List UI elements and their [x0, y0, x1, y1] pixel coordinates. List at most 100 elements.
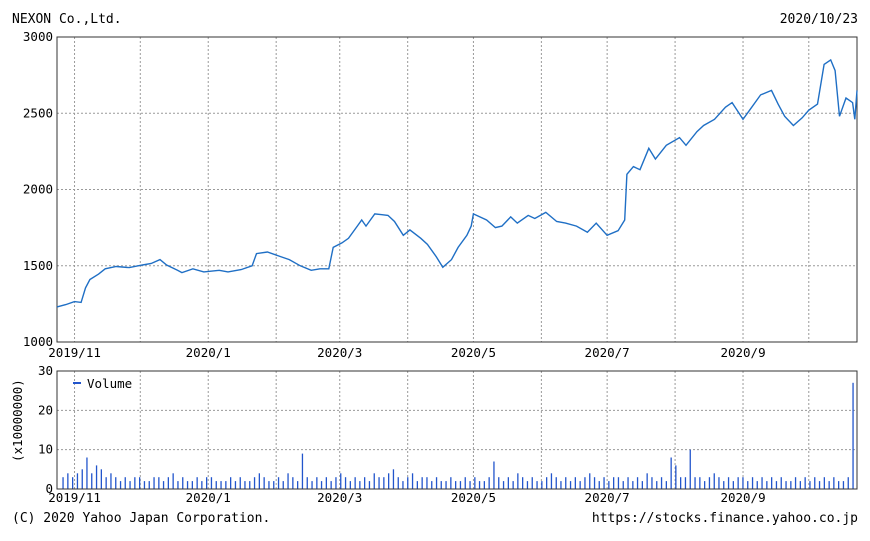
- volume-bar: [670, 457, 672, 489]
- volume-bar: [359, 481, 361, 489]
- volume-bar: [287, 473, 289, 489]
- volume-bar: [483, 481, 485, 489]
- volume-bar: [402, 481, 404, 489]
- volume-bar: [129, 481, 131, 489]
- price-y-tick-label: 2500: [23, 105, 53, 120]
- volume-bar: [282, 481, 284, 489]
- volume-bar: [268, 481, 270, 489]
- volume-bar: [842, 481, 845, 489]
- volume-bar: [632, 481, 634, 489]
- volume-bar: [86, 457, 88, 489]
- volume-bar: [713, 473, 715, 489]
- volume-bar: [320, 481, 323, 489]
- volume-x-ticks: 2019/11 2020/1 2020/3 2020/5 2020/7 2020/9: [48, 490, 765, 505]
- volume-bar: [818, 481, 821, 489]
- volume-bar: [435, 477, 438, 489]
- volume-bar: [680, 477, 682, 489]
- volume-bar: [215, 481, 217, 489]
- volume-bar: [416, 481, 418, 489]
- volume-bar: [230, 477, 232, 489]
- price-x-tick-label: 2020/7: [585, 345, 630, 360]
- volume-bar: [249, 481, 251, 489]
- volume-bar: [593, 477, 596, 489]
- volume-bar: [737, 477, 739, 489]
- volume-bar: [81, 469, 83, 489]
- volume-bar: [823, 477, 825, 489]
- volume-bar: [756, 481, 758, 489]
- volume-bar: [100, 469, 102, 489]
- price-plot-frame: [56, 36, 858, 343]
- volume-bar: [785, 481, 787, 489]
- volume-bar: [445, 481, 447, 489]
- volume-bar: [354, 477, 356, 489]
- company-name: NEXON Co.,Ltd.: [12, 12, 122, 27]
- volume-bar: [325, 477, 327, 489]
- volume-bar: [368, 481, 371, 489]
- volume-bar: [239, 477, 241, 489]
- volume-bar: [828, 481, 830, 489]
- volume-bar: [105, 477, 107, 489]
- volume-bar: [225, 481, 227, 489]
- volume-bar: [335, 477, 337, 489]
- volume-bar: [158, 477, 160, 489]
- volume-bar: [665, 481, 667, 489]
- volume-bar: [536, 481, 538, 489]
- volume-bar: [297, 481, 299, 489]
- volume-bar: [852, 382, 854, 489]
- price-x-tick-label: 2020/1: [186, 345, 231, 360]
- price-x-tick-label: 2020/3: [317, 345, 362, 360]
- volume-x-tick-label: 2020/5: [451, 490, 496, 505]
- volume-bar: [718, 477, 720, 489]
- volume-bar: [598, 481, 600, 489]
- volume-bar: [220, 481, 222, 489]
- volume-bar: [641, 481, 643, 489]
- volume-bar: [589, 473, 591, 489]
- price-y-tick-label: 1000: [23, 334, 53, 349]
- volume-bar: [67, 473, 69, 489]
- volume-bar: [364, 477, 366, 489]
- chart-date: 2020/10/23: [779, 12, 858, 27]
- volume-bar: [388, 473, 390, 489]
- volume-bar: [72, 477, 74, 489]
- volume-bar: [794, 477, 797, 489]
- volume-bar: [636, 477, 639, 489]
- volume-x-tick-label: 2020/3: [317, 490, 362, 505]
- volume-bar: [234, 481, 237, 489]
- volume-legend: Volume: [73, 376, 132, 391]
- volume-bar: [124, 477, 126, 489]
- volume-bar: [431, 481, 433, 489]
- volume-bar: [340, 473, 342, 489]
- volume-bar: [498, 477, 500, 489]
- volume-bar: [646, 473, 648, 489]
- volume-bar: [62, 477, 64, 489]
- volume-bar: [186, 481, 189, 489]
- volume-bar: [660, 477, 663, 489]
- volume-bar: [727, 477, 730, 489]
- volume-bar: [512, 481, 514, 489]
- volume-bar: [766, 481, 768, 489]
- source-url: https://stocks.finance.yahoo.co.jp: [591, 511, 858, 526]
- volume-bar: [373, 473, 375, 489]
- price-series-line: [56, 58, 858, 308]
- volume-bar: [790, 481, 792, 489]
- volume-bar: [91, 473, 93, 489]
- volume-bar: [747, 481, 749, 489]
- volume-bar: [301, 453, 304, 489]
- volume-bar: [191, 481, 193, 489]
- price-y-ticks: 1000 1500 2000 2500 3000: [23, 29, 53, 349]
- volume-bar: [517, 473, 519, 489]
- volume-bar: [450, 477, 452, 489]
- volume-bar: [464, 477, 466, 489]
- volume-bar: [833, 477, 835, 489]
- volume-bar: [799, 481, 801, 489]
- price-y-tick-label: 1500: [23, 258, 53, 273]
- volume-bar: [440, 481, 442, 489]
- volume-bar: [546, 477, 548, 489]
- volume-bar: [426, 477, 428, 489]
- volume-y-tick-label: 10: [38, 442, 53, 457]
- volume-bars: [62, 382, 854, 489]
- volume-plot-frame: [56, 370, 858, 490]
- volume-bar: [459, 481, 462, 489]
- volume-bar: [330, 481, 332, 489]
- volume-bar: [493, 461, 495, 489]
